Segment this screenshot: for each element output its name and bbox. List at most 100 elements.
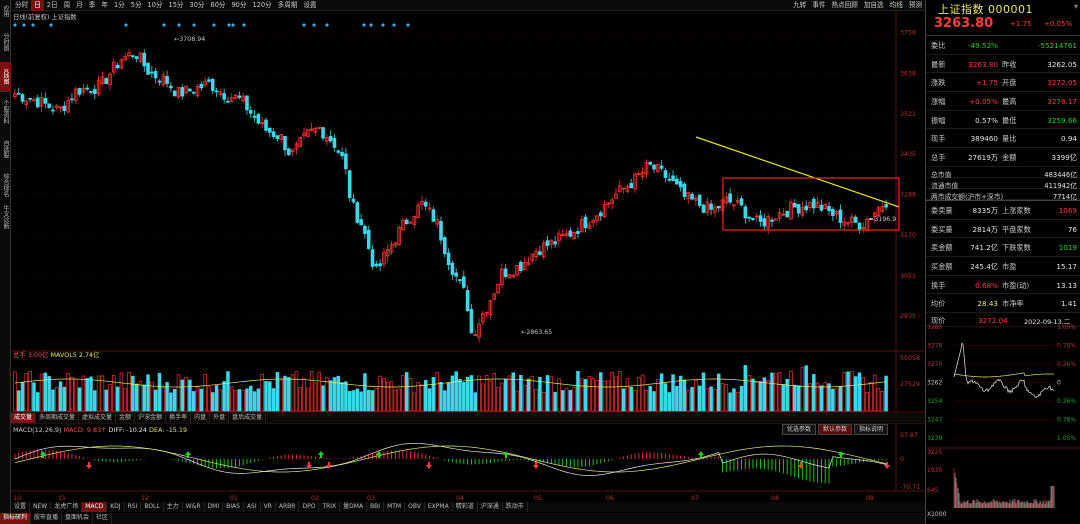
indicator-tab-5[interactable]: RSI <box>125 502 142 512</box>
indicator-tab-17[interactable]: BBI <box>367 502 385 512</box>
candle-down <box>256 114 261 124</box>
period-tab-5[interactable]: 季 <box>88 0 96 9</box>
price-axis-label: 3405 <box>900 151 916 158</box>
candle-up <box>492 293 497 300</box>
candle-down <box>142 52 147 67</box>
toolbar-right-button-5[interactable]: 预测 <box>908 0 922 9</box>
macd-param-button-1[interactable]: 默认参数 <box>818 424 853 435</box>
period-tab-15[interactable]: 多周期 <box>277 0 298 9</box>
trend-line[interactable] <box>695 136 900 208</box>
toolbar-right-button-1[interactable]: 事件 <box>812 0 826 9</box>
volume-tab-4[interactable]: 沪深金额 <box>135 413 167 423</box>
toolbar-right-button-4[interactable]: 均线 <box>889 0 903 9</box>
macd-param-button-0[interactable]: 优选参数 <box>782 424 817 435</box>
indicator-tab-0[interactable]: 设置 <box>11 502 31 512</box>
left-tab-3[interactable]: 个股资料 <box>2 100 9 124</box>
candle-down <box>115 64 120 69</box>
period-tab-8[interactable]: 5分 <box>130 0 142 9</box>
panel-menu-icon[interactable]: ▾ <box>1073 2 1078 11</box>
indicator-tab-20[interactable]: EXPMA <box>425 502 453 512</box>
toolbar-right-button-0[interactable]: 九转 <box>793 0 807 9</box>
indicator-tab-15[interactable]: TRIX <box>319 502 341 512</box>
volume-bar <box>332 377 337 412</box>
indicator-tab-9[interactable]: DMI <box>205 502 224 512</box>
candle-down <box>819 204 824 211</box>
indicator-tab-8[interactable]: W&R <box>183 502 205 512</box>
macd-param-button-2[interactable]: 指标说明 <box>854 424 889 435</box>
volume-bar <box>366 389 371 412</box>
toolbar-right-button-2[interactable]: 热点回顾 <box>831 0 858 9</box>
left-tab-6[interactable]: 牛叉诊断 <box>2 205 9 229</box>
period-tab-14[interactable]: 120分 <box>252 0 272 9</box>
period-tab-3[interactable]: 周 <box>63 0 71 9</box>
bottom-tab-1[interactable]: 股市直播 <box>31 513 63 524</box>
candle-down <box>568 230 573 237</box>
volume-bar <box>115 386 120 412</box>
intraday-mini-chart[interactable]: 3285 1.05% 3278 0.78% 3270 0.26% 3262 0 3254 0.26… <box>926 322 1080 524</box>
period-tab-0[interactable]: 分时 <box>15 0 29 9</box>
left-tab-4[interactable]: 自选股 <box>2 140 9 158</box>
left-tab-1[interactable]: 分时图 <box>2 33 9 51</box>
indicator-tab-10[interactable]: BIAS <box>223 502 244 512</box>
left-tab-5[interactable]: 综合排名 <box>2 173 9 197</box>
indicator-tab-23[interactable]: 跌动市 <box>503 502 528 512</box>
range-box[interactable] <box>722 177 900 231</box>
price-axis-label: 3521 <box>900 111 916 118</box>
bottom-tab-2[interactable]: 盘面机会 <box>62 513 94 524</box>
indicator-tab-14[interactable]: DPO <box>299 502 320 512</box>
period-tab-6[interactable]: 年 <box>101 0 108 9</box>
volume-tab-0[interactable]: 成交量 <box>11 413 37 423</box>
volume-bar <box>427 388 432 412</box>
indicator-tab-19[interactable]: OBV <box>405 502 425 512</box>
indicator-tab-4[interactable]: KDJ <box>107 502 125 512</box>
period-tab-16[interactable]: 设置 <box>303 0 317 9</box>
candle-up <box>815 201 820 208</box>
indicator-tab-3[interactable]: MACD <box>82 502 108 512</box>
candle-up <box>496 283 500 294</box>
volume-tab-5[interactable]: 换手率 <box>166 413 192 423</box>
volume-tab-1[interactable]: 多周期成交量 <box>36 413 80 423</box>
volume-bar <box>648 386 652 412</box>
indicator-tab-6[interactable]: BOLL <box>141 502 164 512</box>
indicator-tab-18[interactable]: MTM <box>384 502 406 512</box>
period-tab-10[interactable]: 15分 <box>168 0 184 9</box>
volume-bar <box>309 370 314 412</box>
indicator-tab-1[interactable]: NEW <box>30 502 52 512</box>
indicator-tab-11[interactable]: ASI <box>244 502 261 512</box>
toolbar-right-button-3[interactable]: 加自选 <box>863 0 884 9</box>
candle-down <box>503 268 508 277</box>
left-tab-0[interactable]: 应用 <box>2 5 9 17</box>
period-tab-9[interactable]: 10分 <box>147 0 163 9</box>
indicator-tab-13[interactable]: ARBR <box>276 502 300 512</box>
volume-tab-6[interactable]: 内盘 <box>191 413 211 423</box>
period-tab-11[interactable]: 30分 <box>189 0 205 9</box>
candle-down <box>785 210 789 218</box>
indicator-tab-21[interactable]: 精彩道 <box>453 502 478 512</box>
period-tab-7[interactable]: 1分 <box>113 0 125 9</box>
left-tab-2[interactable]: K线图 <box>0 62 11 92</box>
indicator-tab-2[interactable]: 龙虎广场 <box>51 502 83 512</box>
period-tab-12[interactable]: 60分 <box>210 0 226 9</box>
volume-bar <box>347 390 352 412</box>
kline-chart[interactable]: 3756 3638 3521 3405 3288 3170 3051 2935 日线(前复权) … <box>11 11 925 513</box>
candle-up <box>846 222 850 225</box>
order-label2-4: 市盈(动) <box>1002 280 1030 290</box>
period-tab-1[interactable]: 日 <box>31 0 44 11</box>
volume-tab-3[interactable]: 金额 <box>116 413 136 423</box>
candle-down <box>538 251 542 256</box>
indicator-tab-16[interactable]: 量DMA <box>340 502 368 512</box>
bottom-tab-3[interactable]: 社区 <box>93 513 113 524</box>
volume-bar <box>412 392 417 412</box>
volume-tab-7[interactable]: 外盘 <box>210 413 230 423</box>
indicator-tab-12[interactable]: VR <box>261 502 276 512</box>
period-tab-13[interactable]: 90分 <box>231 0 247 9</box>
bottom-tab-0[interactable]: 指标研判 <box>0 513 32 524</box>
x-axis-label: 03 <box>367 495 375 502</box>
volume-tab-2[interactable]: 虚拟成交量 <box>79 413 117 423</box>
indicator-tab-7[interactable]: 主力 <box>164 502 183 512</box>
quote-label2-5: 量比 <box>1002 134 1017 144</box>
period-tab-2[interactable]: 2日 <box>46 0 58 9</box>
period-tab-4[interactable]: 月 <box>76 0 83 9</box>
indicator-tab-22[interactable]: 沪深通 <box>478 502 503 512</box>
volume-tab-8[interactable]: 盘后成交量 <box>229 413 267 423</box>
